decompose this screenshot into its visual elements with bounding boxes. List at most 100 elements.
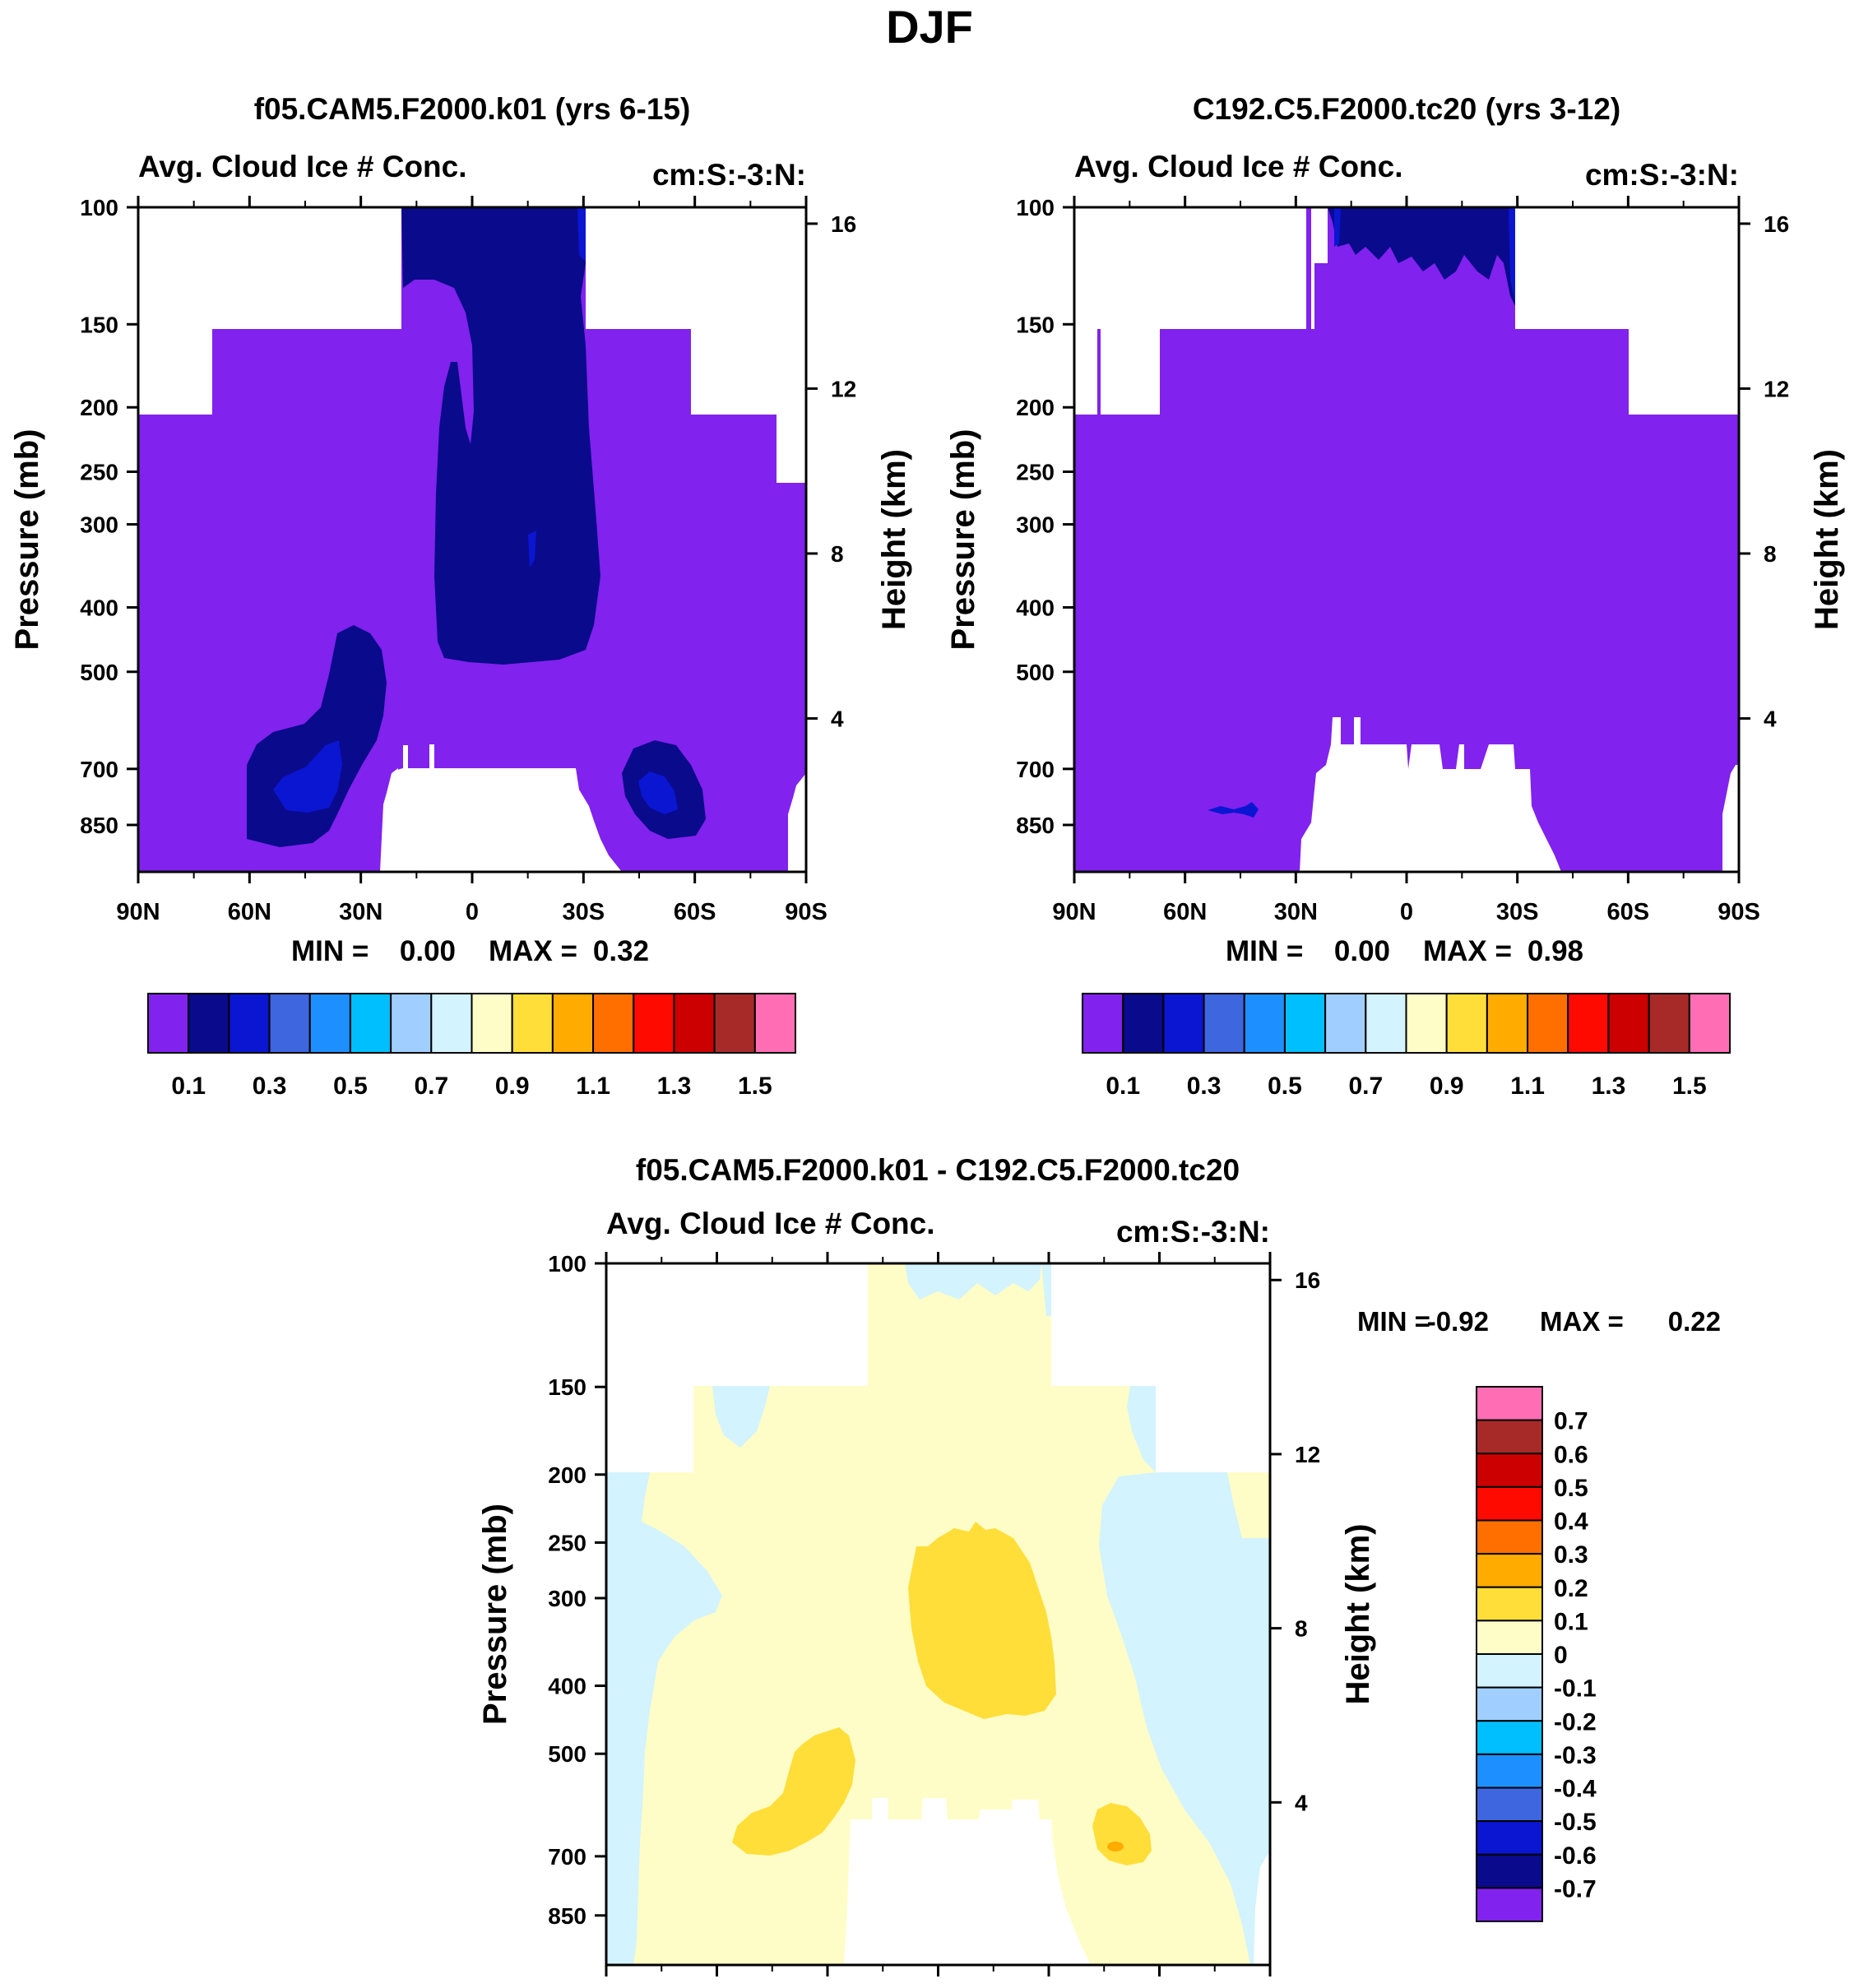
colorbar-label: 0.3 [1187,1073,1222,1100]
height-tick-label: 16 [1295,1267,1320,1293]
stats-min-label: MIN = [1357,1306,1430,1337]
missing-edge-right [788,773,806,872]
colorbar-box [268,993,311,1054]
colorbar-label: 0.5 [1554,1475,1588,1502]
y-tick-label: 400 [80,595,118,620]
colorbar-box [1203,993,1245,1054]
x-tick-label: 90S [785,899,828,925]
colorbar-label: 0.7 [414,1073,448,1100]
colorbar-box [1476,1419,1543,1455]
left-string: Avg. Cloud Ice # Conc. [606,1207,935,1240]
stats-min-label: MIN = [1226,935,1303,967]
colorbar-label: 0.6 [1554,1441,1588,1468]
height-tick-label: 4 [1295,1790,1308,1815]
colorbar-box [1476,1887,1543,1922]
colorbar-label: 0.9 [495,1073,530,1100]
colorbar-box [1527,993,1569,1054]
colorbar: 0.1 0.3 0.5 0.7 0.9 1.1 1.3 1.5 [147,993,796,1100]
y2-axis-title: Height (km) [1340,1524,1376,1705]
navy-upper-tropics [1328,207,1515,306]
colorbar-label: 0.4 [1554,1508,1588,1536]
y-tick-label: 850 [548,1903,586,1929]
y-tick-label: 100 [548,1251,586,1277]
colorbar-box [1365,993,1407,1054]
x-tick-label: 30S [563,899,605,925]
height-tick-label: 12 [831,376,856,401]
stats-min: 0.00 [1334,935,1390,967]
y-tick-label: 500 [80,660,118,685]
colorbar-box [1324,993,1367,1054]
colorbar-box [753,993,796,1054]
stats-max: 0.98 [1528,935,1583,967]
colorbar-label: -0.1 [1554,1675,1597,1703]
height-tick-label: 12 [1295,1442,1320,1467]
colorbar-box [1283,993,1327,1054]
colorbar-label: 0 [1554,1642,1568,1669]
y-tick-label: 400 [548,1674,586,1699]
stats-max-label: MAX = [1423,935,1512,967]
gold-nh-cell [732,1727,855,1856]
purple-spike [1097,329,1101,415]
paleblue-sh-region [1099,1472,1270,1965]
colorbar-label: -0.3 [1554,1742,1597,1769]
y-tick-label: 100 [1016,195,1055,220]
x-tick-label: 90N [1052,899,1096,925]
colorbar-box [308,993,351,1054]
x-tick-label: 0 [1400,899,1413,925]
height-tick-label: 16 [831,211,856,237]
x-tick-label: 30N [1274,899,1318,925]
colorbar-label: 0.5 [1268,1073,1302,1100]
paleblue-nh-region [606,1472,722,1965]
x-tick-label: 60N [1163,899,1207,925]
colorbar-box [1567,993,1610,1054]
y-tick-label: 150 [80,312,118,337]
colorbar-label: 1.3 [657,1073,692,1100]
y-tick-label: 200 [80,395,118,420]
orange-sh-dot [1107,1842,1124,1851]
colorbar-box [1476,1519,1543,1555]
colorbar-box [673,993,716,1054]
right-string: cm:S:-3:N: [1116,1215,1270,1249]
contour-field [606,1263,1270,1965]
x-tick-label: 60S [674,899,716,925]
colorbar-label: 0.3 [1554,1541,1588,1569]
colorbar-box [390,993,433,1054]
colorbar-box [1688,993,1731,1054]
colorbar-label: 0.5 [333,1073,368,1100]
height-tick-label: 8 [831,541,844,567]
y-tick-label: 250 [548,1530,586,1555]
height-tick-label: 16 [1764,211,1789,237]
colorbar-label: 0.7 [1554,1408,1588,1435]
gold-sh-cell [1092,1803,1152,1865]
missing-surface [844,1798,1091,1965]
purple-spike [1306,207,1311,329]
y-tick-label: 700 [1016,757,1055,782]
colorbar-box [1476,1820,1543,1856]
colorbar-label: 1.5 [1672,1073,1707,1100]
colorbar-box [1082,993,1124,1054]
y-tick-label: 850 [80,813,118,838]
stats-max: 0.22 [1668,1306,1721,1337]
colorbar-box [1476,1620,1543,1655]
panel-top-right: C192.C5.F2000.tc20 (yrs 3-12) Avg. Cloud… [945,92,1845,1100]
axes: 90N60N30N030S60S90S100150200250300400500… [477,1251,1376,1976]
panel-top-left: f05.CAM5.F2000.k01 (yrs 6-15) Avg. Cloud… [9,92,912,1100]
colorbar-box [188,993,230,1054]
left-string: Avg. Cloud Ice # Conc. [1074,150,1403,183]
y-tick-label: 850 [1016,813,1055,838]
navy-tropical-plume [401,207,600,665]
colorbar-box [1476,1485,1543,1522]
colorbar-box [1476,1686,1543,1722]
y-tick-label: 300 [1016,512,1055,538]
y-tick-label: 200 [1016,395,1055,420]
colorbar-label: 0.1 [1106,1073,1140,1100]
colorbar-label: 1.3 [1592,1073,1626,1100]
colorbar-box [1476,1586,1543,1622]
colorbar-box [551,993,595,1054]
y-tick-label: 300 [548,1586,586,1611]
figure-title: DJF [886,1,973,53]
y-tick-label: 700 [80,757,118,782]
